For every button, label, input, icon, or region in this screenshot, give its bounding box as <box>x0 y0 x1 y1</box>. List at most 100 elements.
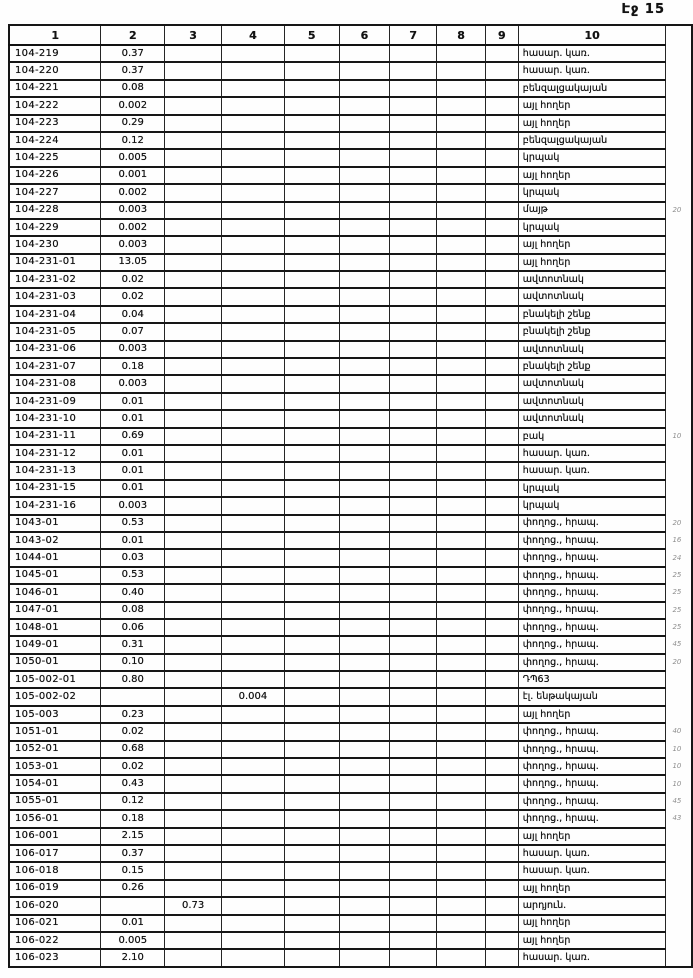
empty-cell <box>338 931 391 951</box>
margin-note <box>666 880 692 897</box>
empty-cell <box>164 479 222 499</box>
parcel-code-cell: 105-003 <box>8 705 102 725</box>
empty-cell <box>436 218 486 238</box>
empty-cell <box>221 131 285 151</box>
table-row: 106-022 0.005 այլ հողեր <box>8 931 692 951</box>
land-use-cell: այլ հողեր <box>517 235 667 255</box>
margin-note <box>666 341 692 358</box>
area-cell: 0.69 <box>100 427 166 447</box>
land-use-cell: բենզալցակայան <box>517 131 667 151</box>
empty-cell <box>389 479 438 499</box>
table-row: 104-231-13 0.01 հասար. կառ. <box>8 461 692 481</box>
empty-cell <box>164 948 222 968</box>
parcel-code-cell: 1052-01 <box>8 740 102 760</box>
empty-cell <box>484 722 519 742</box>
empty-cell <box>283 635 340 655</box>
area-cell: 0.29 <box>100 114 166 133</box>
land-use-cell: կրպակ <box>517 148 667 168</box>
margin-note: 25 <box>672 570 682 579</box>
area-cell: 0.003 <box>100 374 166 394</box>
empty-cell <box>338 792 391 812</box>
land-use-cell: կրպակ <box>517 496 667 516</box>
parcel-code-cell: 104-226 <box>8 166 102 186</box>
empty-cell <box>338 774 391 794</box>
empty-cell <box>283 201 340 220</box>
empty-cell <box>283 374 340 394</box>
empty-cell <box>436 879 486 899</box>
margin-note <box>666 949 692 966</box>
empty-cell <box>221 618 285 638</box>
empty-cell <box>436 914 486 933</box>
table-row: 104-231-05 0.07 բնակելի շենք <box>8 322 692 342</box>
empty-cell <box>164 409 222 429</box>
empty-cell <box>283 340 340 360</box>
parcel-code-cell: 104-231-02 <box>8 270 102 290</box>
area-cell: 0.005 <box>100 148 166 168</box>
empty-cell <box>221 827 285 846</box>
margin-note <box>666 862 692 879</box>
margin-note <box>666 323 692 340</box>
margin-note <box>666 897 692 914</box>
empty-cell <box>283 148 340 168</box>
table-row: 1048-01 0.06 փողոց., հրապ. 25 <box>8 618 692 638</box>
empty-cell <box>389 340 438 360</box>
empty-cell <box>338 392 391 412</box>
empty-cell <box>283 514 340 533</box>
parcel-code-cell: 1044-01 <box>8 548 102 568</box>
empty-cell <box>436 722 486 742</box>
empty-cell <box>221 287 285 307</box>
empty-cell <box>283 114 340 133</box>
parcel-code-cell: 104-231-13 <box>8 461 102 481</box>
area-cell: 0.004 <box>221 687 285 707</box>
table-row: 104-225 0.005 կրպակ <box>8 148 692 168</box>
margin-note <box>666 845 692 862</box>
empty-cell <box>283 792 340 812</box>
table-row: 104-222 0.002 այլ հողեր <box>8 96 692 116</box>
empty-cell <box>484 757 519 777</box>
table-row: 1052-01 0.68 փողոց., հրապ. 10 <box>8 740 692 760</box>
empty-cell <box>436 531 486 551</box>
empty-cell <box>283 444 340 464</box>
land-use-cell: փողոց., հրապ. <box>517 635 667 655</box>
table-row: 104-221 0.08 բենզալցակայան <box>8 79 692 99</box>
empty-cell <box>164 201 222 220</box>
area-cell: 0.001 <box>100 166 166 186</box>
empty-cell <box>338 844 391 864</box>
table-row: 106-019 0.26 այլ հողեր <box>8 879 692 899</box>
empty-cell <box>484 183 519 203</box>
empty-cell <box>283 357 340 377</box>
margin-note <box>666 271 692 288</box>
margin-note <box>666 132 692 149</box>
table-row: 1045-01 0.53 փողոց., հրապ. 25 <box>8 566 692 586</box>
table-row: 1050-01 0.10 փողոց., հրապ. 20 <box>8 653 692 673</box>
empty-cell <box>221 96 285 116</box>
empty-cell <box>164 253 222 273</box>
empty-cell <box>164 131 222 151</box>
empty-cell <box>389 392 438 412</box>
area-cell: 0.002 <box>100 96 166 116</box>
empty-cell <box>338 114 391 133</box>
area-cell: 0.01 <box>100 479 166 499</box>
empty-cell <box>484 514 519 533</box>
margin-note: 16 <box>672 536 682 545</box>
empty-cell <box>221 931 285 951</box>
empty-cell <box>484 201 519 220</box>
empty-cell <box>338 44 391 64</box>
empty-cell <box>389 931 438 951</box>
empty-cell <box>221 322 285 342</box>
area-cell: 0.12 <box>100 131 166 151</box>
margin-note: 45 <box>672 796 682 805</box>
table-row: 106-017 0.37 հասար. կառ. <box>8 844 692 864</box>
empty-cell <box>338 896 391 916</box>
margin-note <box>666 410 692 427</box>
empty-cell <box>389 635 438 655</box>
area-cell: 0.07 <box>100 322 166 342</box>
empty-cell <box>389 653 438 673</box>
empty-cell <box>484 861 519 881</box>
empty-cell <box>221 844 285 864</box>
column-header: 2 <box>100 24 166 46</box>
empty-cell <box>389 148 438 168</box>
empty-cell <box>436 340 486 360</box>
empty-cell <box>164 809 222 829</box>
empty-cell <box>484 322 519 342</box>
